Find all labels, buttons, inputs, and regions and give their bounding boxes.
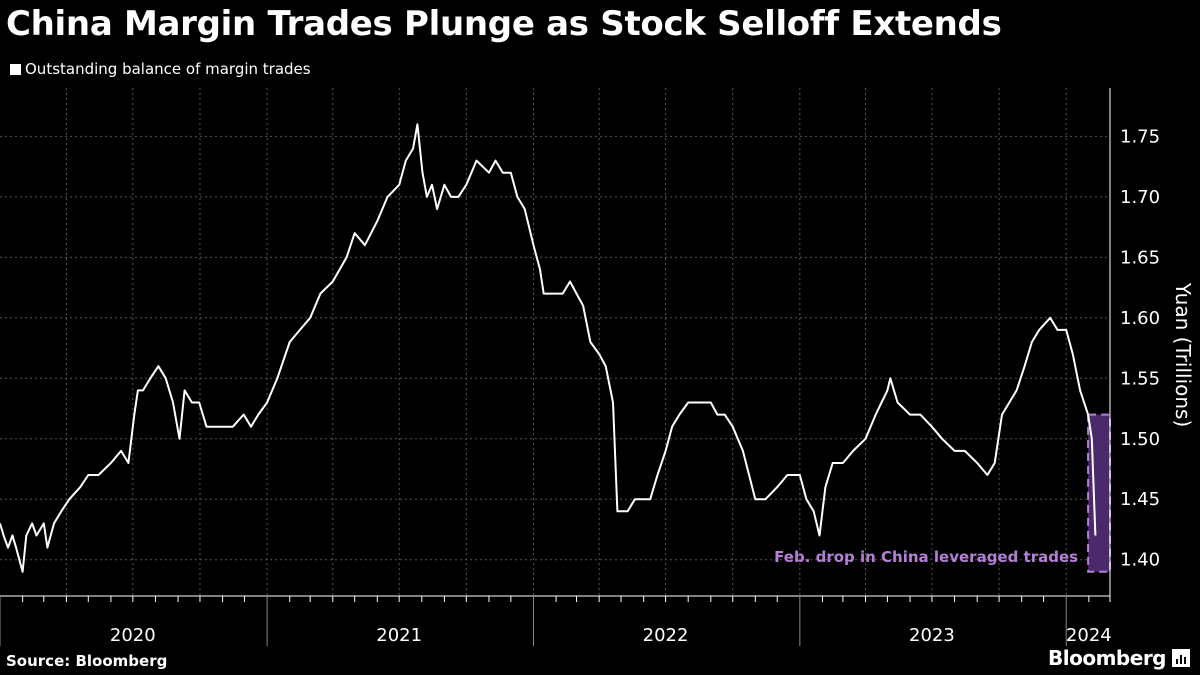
x-year-label: 2023 bbox=[909, 625, 955, 646]
x-year-label: 2020 bbox=[110, 625, 156, 646]
series bbox=[0, 123, 1097, 573]
source-note: Source: Bloomberg bbox=[6, 652, 168, 670]
brand: Bloomberg bbox=[1048, 646, 1190, 670]
series-line bbox=[0, 123, 1097, 573]
highlight-region: Feb. drop in China leveraged trades bbox=[774, 413, 1112, 573]
y-tick-label: 1.45 bbox=[1120, 489, 1160, 510]
highlight-annotation: Feb. drop in China leveraged trades bbox=[774, 548, 1078, 566]
highlight-box bbox=[1087, 413, 1112, 573]
x-year-label: 2024 bbox=[1066, 625, 1112, 646]
legend: Outstanding balance of margin trades bbox=[10, 60, 311, 78]
y-tick-label: 1.70 bbox=[1120, 187, 1160, 208]
x-year-label: 2021 bbox=[376, 625, 422, 646]
legend-label: Outstanding balance of margin trades bbox=[25, 60, 311, 78]
grid bbox=[0, 88, 1110, 596]
y-tick-label: 1.75 bbox=[1120, 126, 1160, 147]
chart-title: China Margin Trades Plunge as Stock Sell… bbox=[6, 4, 1002, 44]
brand-logo-text: Bloomberg bbox=[1048, 646, 1166, 670]
bloomberg-chart-icon bbox=[1172, 649, 1190, 667]
y-tick-label: 1.50 bbox=[1120, 429, 1160, 450]
x-year-label: 2022 bbox=[643, 625, 689, 646]
axes: 1.40 1.45 1.50 1.55 1.60 1.65 1.70 1.75 2020 2021… bbox=[0, 88, 1160, 646]
legend-swatch bbox=[10, 63, 21, 75]
y-axis-label: Yuan (Trillions) bbox=[1171, 282, 1195, 428]
y-tick-label: 1.40 bbox=[1120, 550, 1160, 571]
y-tick-label: 1.60 bbox=[1120, 308, 1160, 329]
y-tick-label: 1.65 bbox=[1120, 247, 1160, 268]
y-tick-label: 1.55 bbox=[1120, 368, 1160, 389]
